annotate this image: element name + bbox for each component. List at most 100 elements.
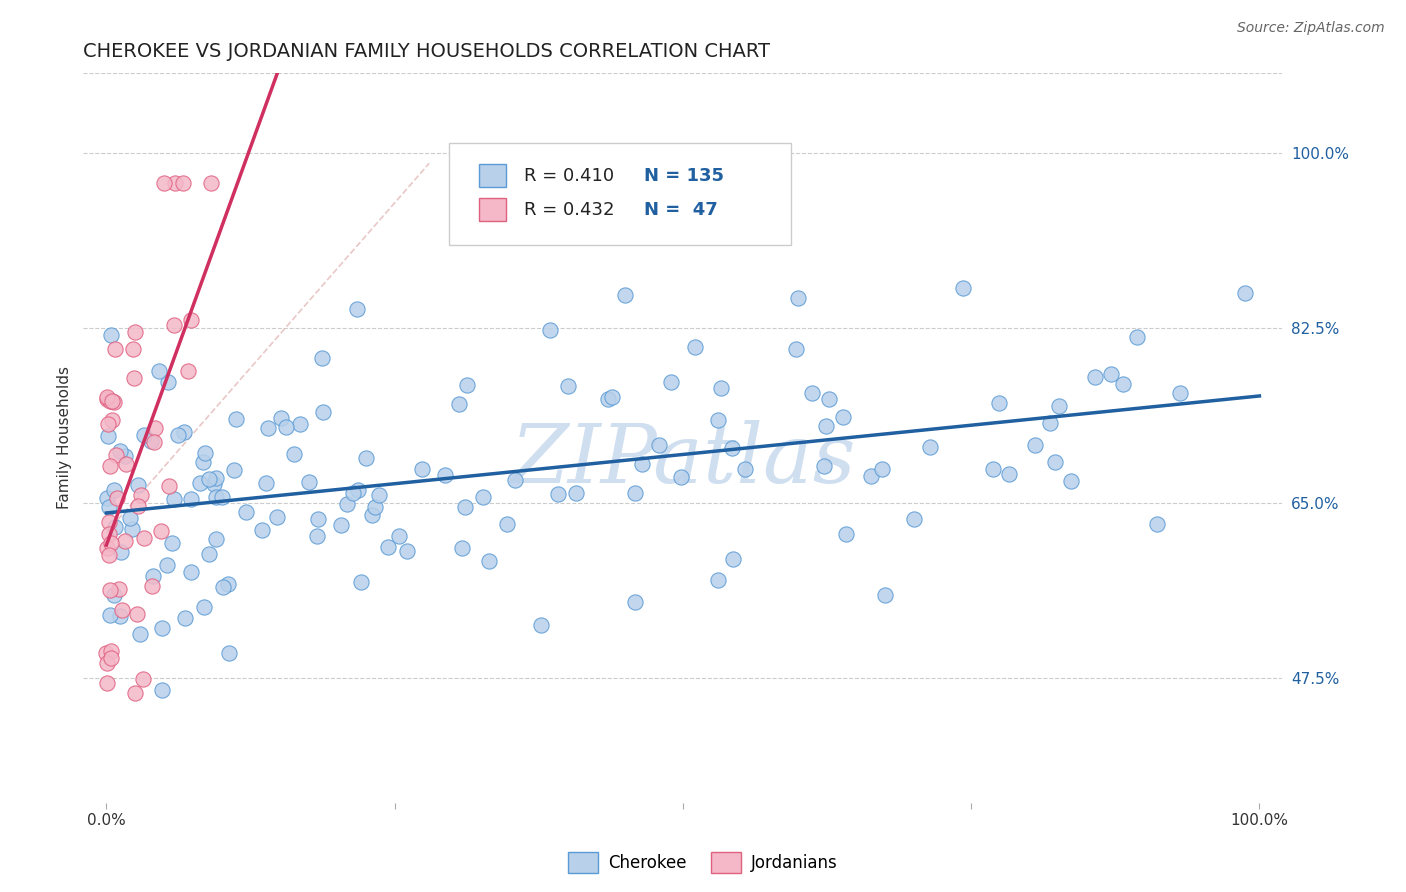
Point bbox=[211, 490, 233, 504]
Point bbox=[172, 176, 194, 190]
Point bbox=[141, 580, 163, 594]
Point bbox=[368, 488, 391, 502]
Point bbox=[832, 410, 855, 425]
Point bbox=[503, 473, 526, 487]
Point bbox=[162, 492, 184, 507]
Point bbox=[98, 527, 121, 541]
Point bbox=[447, 397, 470, 411]
Point bbox=[173, 425, 195, 439]
Point bbox=[103, 483, 125, 497]
Point bbox=[190, 476, 212, 491]
Point bbox=[600, 391, 623, 405]
Point bbox=[212, 580, 235, 594]
Point bbox=[165, 176, 187, 190]
Point bbox=[143, 421, 166, 435]
Point bbox=[153, 176, 176, 190]
Point bbox=[103, 395, 125, 409]
Point bbox=[110, 603, 132, 617]
Point bbox=[451, 541, 474, 555]
FancyBboxPatch shape bbox=[479, 164, 506, 187]
Point bbox=[835, 526, 858, 541]
Point bbox=[96, 675, 118, 690]
Point bbox=[596, 392, 619, 407]
Point bbox=[132, 531, 155, 545]
Point bbox=[101, 393, 124, 408]
Point bbox=[288, 417, 311, 431]
Point bbox=[1126, 330, 1149, 344]
Text: CHEROKEE VS JORDANIAN FAMILY HOUSEHOLDS CORRELATION CHART: CHEROKEE VS JORDANIAN FAMILY HOUSEHOLDS … bbox=[83, 42, 770, 61]
Point bbox=[142, 569, 165, 583]
Point bbox=[648, 438, 671, 452]
Point bbox=[180, 491, 202, 506]
Point bbox=[981, 462, 1004, 476]
Point bbox=[478, 554, 501, 568]
Point bbox=[631, 457, 654, 471]
Point bbox=[97, 500, 120, 514]
Point bbox=[683, 339, 706, 353]
Point bbox=[98, 459, 121, 474]
Text: R = 0.410: R = 0.410 bbox=[524, 167, 614, 185]
Point bbox=[453, 500, 475, 514]
Point bbox=[96, 646, 118, 660]
Point bbox=[564, 486, 586, 500]
Point bbox=[129, 488, 152, 502]
Point bbox=[624, 486, 647, 500]
Point bbox=[202, 477, 225, 491]
Point bbox=[411, 462, 433, 476]
Point bbox=[346, 302, 368, 317]
Point bbox=[1049, 399, 1071, 413]
Point bbox=[859, 469, 882, 483]
Text: N =  47: N = 47 bbox=[644, 201, 717, 219]
Point bbox=[814, 419, 837, 434]
Point bbox=[105, 491, 128, 505]
Point bbox=[388, 529, 411, 543]
Point bbox=[104, 520, 127, 534]
Point bbox=[530, 618, 553, 632]
Point bbox=[1101, 368, 1123, 382]
Y-axis label: Family Households: Family Households bbox=[58, 367, 72, 509]
Point bbox=[193, 600, 215, 615]
Point bbox=[817, 392, 839, 406]
Point bbox=[103, 588, 125, 602]
Point bbox=[194, 446, 217, 460]
Point bbox=[311, 351, 333, 365]
Point bbox=[540, 323, 562, 337]
Point bbox=[180, 565, 202, 579]
Point bbox=[150, 620, 173, 634]
Point bbox=[270, 411, 292, 425]
Point bbox=[176, 364, 198, 378]
Point bbox=[150, 682, 173, 697]
Point bbox=[148, 364, 170, 378]
Point bbox=[114, 449, 136, 463]
Point bbox=[100, 644, 122, 658]
Point bbox=[661, 376, 683, 390]
Point bbox=[734, 462, 756, 476]
Point bbox=[307, 529, 329, 543]
Point bbox=[98, 548, 121, 562]
Point bbox=[149, 524, 172, 538]
Point bbox=[918, 440, 941, 454]
Point bbox=[121, 522, 143, 536]
Point bbox=[174, 611, 197, 625]
Point bbox=[224, 463, 246, 477]
Point bbox=[707, 573, 730, 587]
Point bbox=[1170, 386, 1192, 401]
Point bbox=[356, 450, 378, 465]
Point bbox=[98, 582, 121, 597]
Point bbox=[96, 491, 118, 505]
Point bbox=[547, 486, 569, 500]
Point bbox=[129, 627, 152, 641]
Point bbox=[225, 412, 247, 426]
Point bbox=[198, 472, 221, 486]
Point bbox=[614, 288, 637, 302]
Point bbox=[97, 417, 120, 431]
Point bbox=[312, 405, 335, 419]
Point bbox=[873, 588, 896, 602]
Point bbox=[336, 497, 359, 511]
Point bbox=[377, 541, 399, 555]
Point bbox=[100, 536, 122, 550]
Point bbox=[952, 281, 974, 295]
Point bbox=[204, 471, 226, 485]
FancyBboxPatch shape bbox=[479, 198, 506, 221]
Point bbox=[204, 490, 226, 504]
